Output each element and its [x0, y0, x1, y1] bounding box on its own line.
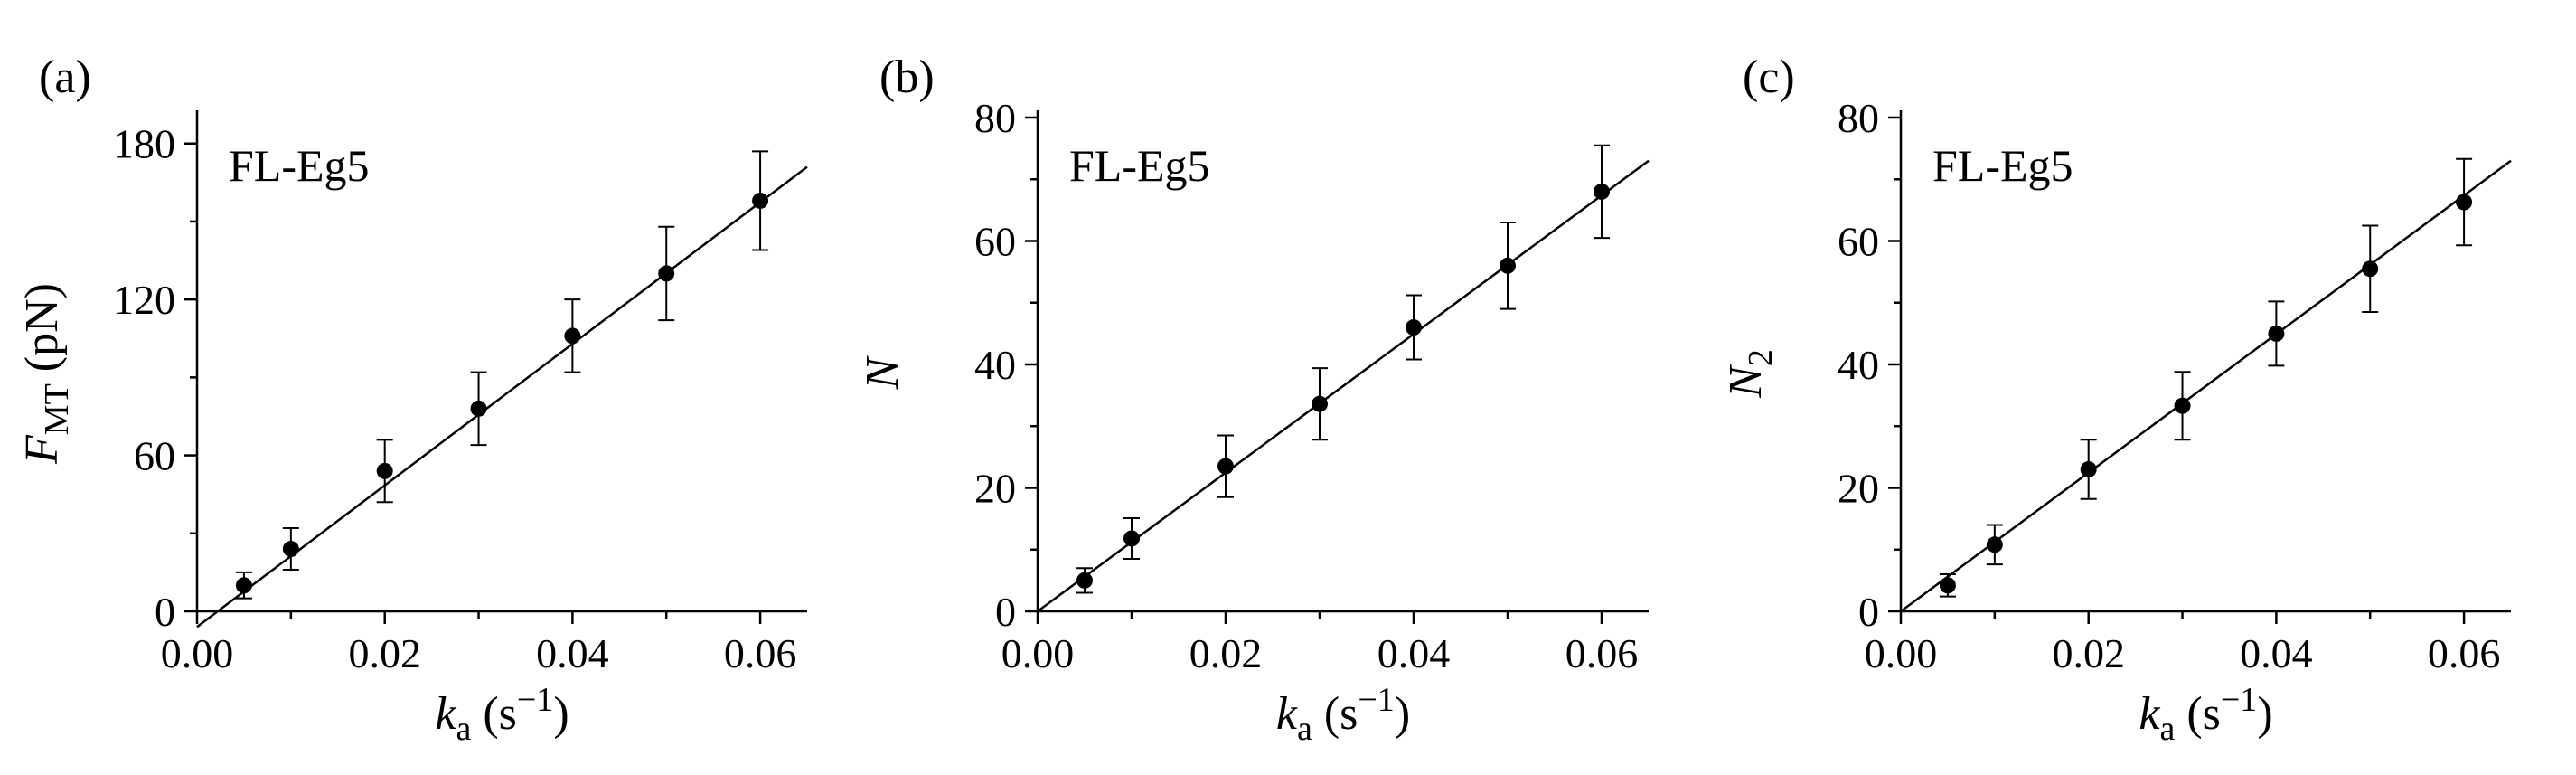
y-tick-label: 80 — [1838, 95, 1879, 141]
x-axis-title-sub: a — [2159, 710, 2175, 748]
x-axis-title-sub: a — [456, 710, 471, 748]
y-axis-title: N — [857, 354, 908, 390]
data-point — [1217, 458, 1234, 475]
y-tick-label: 20 — [1838, 466, 1879, 512]
series-annotation: FL-Eg5 — [1069, 140, 1210, 191]
x-tick-label: 0.02 — [2052, 630, 2125, 676]
data-point — [2456, 194, 2473, 211]
x-axis-title-sup: −1 — [1358, 681, 1394, 719]
y-tick-label: 40 — [1838, 342, 1879, 388]
data-point — [376, 462, 393, 479]
x-axis-title-close: ) — [553, 688, 569, 740]
x-axis-title-close: ) — [2257, 688, 2272, 740]
chart-panel-2: (b) 0.00 0.02 0.04 0.06 0 20 40 60 80 FL-Eg5 ka (s−… — [857, 52, 1650, 748]
x-axis-title-main: k — [1276, 688, 1298, 740]
x-tick-label: 0.06 — [2428, 630, 2501, 676]
x-axis-title-main: k — [435, 688, 456, 740]
y-tick-label: 60 — [1838, 219, 1879, 265]
x-tick-label: 0.00 — [1001, 630, 1075, 676]
y-axis-title-main: N — [1720, 364, 1772, 399]
fit-line — [1037, 159, 1650, 613]
data-point — [2174, 397, 2191, 414]
y-tick-label: 0 — [1858, 589, 1879, 635]
x-axis-title: ka (s−1) — [1276, 681, 1410, 748]
x-tick-label: 0.00 — [161, 630, 234, 676]
y-axis-title: N2 — [1720, 349, 1780, 399]
x-tick-label: 0.02 — [1189, 630, 1263, 676]
data-point — [470, 400, 487, 417]
y-axis-title: FMT (pN) — [16, 283, 76, 465]
x-tick-label: 0.00 — [1865, 630, 1938, 676]
data-point — [2268, 325, 2285, 342]
data-point — [564, 327, 581, 345]
y-tick-label: 60 — [974, 219, 1016, 265]
data-point — [1594, 183, 1610, 200]
x-tick-label: 0.04 — [2240, 630, 2313, 676]
data-point — [658, 265, 675, 282]
x-tick-label: 0.04 — [536, 630, 609, 676]
x-axis-title: ka (s−1) — [435, 681, 569, 748]
y-axis-title-main: F — [16, 434, 68, 465]
x-axis-title-main: k — [2139, 688, 2160, 740]
panel-label: (a) — [39, 52, 91, 103]
y-tick-label: 180 — [113, 121, 175, 167]
x-axis-title-unit: (s — [2175, 688, 2221, 740]
y-axis-title-main: N — [857, 354, 908, 390]
y-axis-title-sub: MT — [38, 383, 76, 435]
x-axis-title-sub: a — [1297, 710, 1312, 748]
panel-label: (b) — [879, 52, 935, 103]
x-tick-label: 0.06 — [1565, 630, 1639, 676]
y-axis-title-sub: 2 — [1742, 349, 1780, 366]
data-point — [1076, 572, 1093, 589]
y-tick-label: 0 — [155, 589, 175, 635]
y-tick-label: 60 — [134, 433, 175, 479]
fit-line — [1900, 159, 2512, 613]
data-point — [1986, 536, 2003, 553]
x-axis-title-close: ) — [1395, 688, 1410, 740]
x-axis-title-sup: −1 — [517, 681, 553, 719]
data-point — [235, 577, 252, 594]
series-annotation: FL-Eg5 — [1932, 140, 2073, 191]
y-tick-label: 120 — [113, 277, 175, 323]
data-point — [1500, 257, 1516, 274]
data-point — [2080, 461, 2097, 478]
data-point — [2362, 260, 2379, 278]
chart-panel-3: (c) 0.00 0.02 0.04 0.06 0 20 40 60 80 FL-Eg5 ka (s−… — [1720, 52, 2512, 748]
x-tick-label: 0.04 — [1377, 630, 1451, 676]
data-point — [1312, 395, 1328, 412]
data-point — [752, 192, 769, 209]
y-tick-label: 20 — [974, 466, 1016, 512]
x-axis-title-unit: (s — [1312, 688, 1359, 740]
y-tick-label: 40 — [974, 342, 1016, 388]
y-tick-label: 0 — [995, 589, 1016, 635]
y-axis-title-unit: (pN) — [16, 283, 68, 383]
series-annotation: FL-Eg5 — [229, 140, 370, 191]
x-tick-label: 0.06 — [724, 630, 797, 676]
x-axis-title-sup: −1 — [2221, 681, 2257, 719]
data-point — [282, 541, 299, 558]
x-tick-label: 0.02 — [348, 630, 421, 676]
x-axis-title: ka (s−1) — [2139, 681, 2272, 748]
data-point — [1939, 577, 1956, 594]
chart-panel-1: (a) 0.00 0.02 0.04 0.06 0 60 120 180 FL-Eg5 ka (s−… — [16, 52, 808, 748]
y-tick-label: 80 — [974, 95, 1016, 141]
panel-label: (c) — [1743, 52, 1795, 103]
data-point — [1123, 530, 1140, 547]
data-point — [1406, 319, 1422, 336]
x-axis-title-unit: (s — [471, 688, 517, 740]
